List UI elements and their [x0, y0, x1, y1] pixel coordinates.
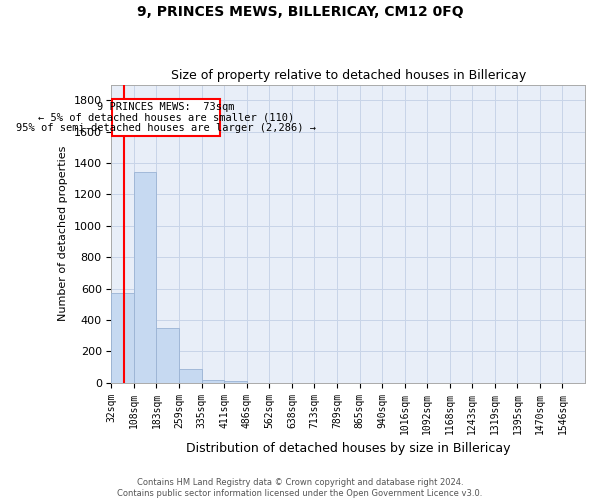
Title: Size of property relative to detached houses in Billericay: Size of property relative to detached ho…	[170, 69, 526, 82]
Text: Contains HM Land Registry data © Crown copyright and database right 2024.
Contai: Contains HM Land Registry data © Crown c…	[118, 478, 482, 498]
X-axis label: Distribution of detached houses by size in Billericay: Distribution of detached houses by size …	[186, 442, 511, 455]
Bar	[224, 381, 247, 383]
Bar	[202, 380, 224, 383]
Text: 95% of semi-detached houses are larger (2,286) →: 95% of semi-detached houses are larger (…	[16, 123, 316, 133]
Bar	[112, 292, 134, 383]
Y-axis label: Number of detached properties: Number of detached properties	[58, 146, 68, 322]
Text: 9, PRINCES MEWS, BILLERICAY, CM12 0FQ: 9, PRINCES MEWS, BILLERICAY, CM12 0FQ	[137, 5, 463, 19]
Bar	[157, 328, 179, 383]
Bar	[112, 98, 220, 136]
Text: 9 PRINCES MEWS:  73sqm: 9 PRINCES MEWS: 73sqm	[97, 102, 235, 112]
Bar	[134, 172, 157, 383]
Text: ← 5% of detached houses are smaller (110): ← 5% of detached houses are smaller (110…	[38, 112, 294, 122]
Bar	[179, 368, 202, 383]
